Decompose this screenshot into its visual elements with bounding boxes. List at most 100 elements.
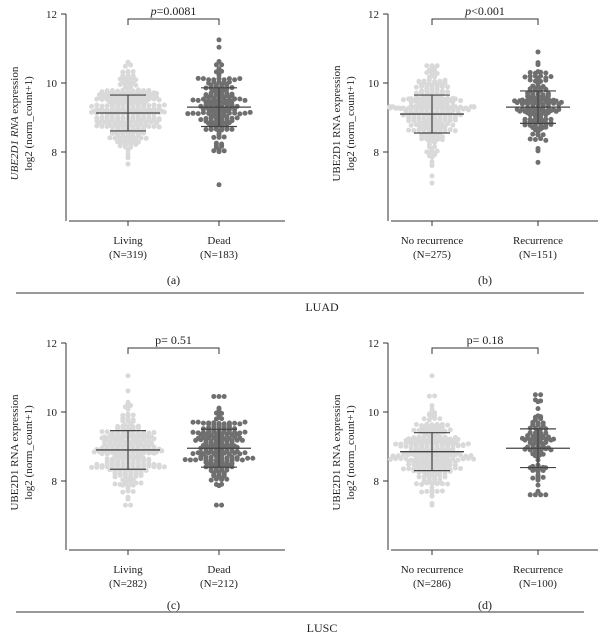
data-point: [532, 397, 538, 403]
data-point: [439, 421, 445, 427]
data-point: [398, 441, 404, 447]
data-point: [130, 88, 136, 94]
data-point: [426, 417, 432, 423]
data-point: [548, 116, 554, 122]
data-point: [445, 95, 451, 101]
data-point: [551, 436, 557, 442]
data-point: [221, 148, 227, 154]
data-point: [465, 441, 471, 447]
x-tick-label: Recurrence: [513, 564, 563, 576]
data-point: [208, 454, 214, 460]
group-label-luad: LUAD: [305, 300, 339, 314]
data-point: [120, 73, 126, 79]
data-point: [216, 79, 222, 85]
data-point: [120, 412, 126, 418]
data-point: [538, 398, 544, 404]
data-point: [187, 457, 193, 463]
data-point: [89, 464, 95, 470]
data-point: [400, 97, 406, 103]
x-tick-count-label: (N=282): [109, 578, 147, 590]
data-point: [556, 106, 562, 112]
data-point: [148, 434, 154, 440]
data-point: [219, 141, 225, 147]
data-point: [143, 135, 149, 141]
data-point: [535, 60, 541, 66]
data-point: [229, 91, 235, 97]
data-point: [543, 75, 549, 81]
data-point: [439, 488, 445, 494]
data-point: [211, 420, 217, 426]
data-point: [216, 405, 222, 411]
data-point: [195, 435, 201, 441]
data-point: [221, 393, 227, 399]
data-point: [99, 463, 105, 469]
data-point: [216, 44, 222, 50]
data-point: [429, 484, 435, 490]
data-point: [242, 450, 248, 456]
data-point: [125, 388, 131, 394]
data-point: [434, 63, 440, 69]
data-point: [437, 416, 443, 422]
panel-label: (a): [167, 273, 180, 287]
data-point: [424, 149, 430, 155]
data-point: [216, 182, 222, 188]
data-point: [514, 106, 520, 112]
data-point: [452, 128, 458, 134]
data-point: [551, 97, 557, 103]
x-tick-count-label: (N=100): [519, 578, 557, 590]
data-point: [429, 403, 435, 409]
data-point: [141, 430, 147, 436]
data-point: [234, 448, 240, 454]
data-point: [107, 135, 113, 141]
data-point: [109, 87, 115, 93]
data-point: [551, 107, 557, 113]
data-point: [232, 426, 238, 432]
y-tick-label: 12: [368, 338, 379, 350]
data-point: [408, 96, 414, 102]
data-point: [540, 420, 546, 426]
data-point: [190, 97, 196, 103]
data-point: [413, 90, 419, 96]
data-point: [416, 474, 422, 480]
y-tick-label: 8: [374, 147, 380, 159]
data-point: [216, 393, 222, 399]
data-point: [226, 420, 232, 426]
y-axis-label-line2: log2 (norm_count+1): [345, 405, 357, 500]
data-point: [530, 131, 536, 137]
data-point: [213, 482, 219, 488]
panel-label: (b): [478, 273, 492, 287]
data-point: [151, 90, 157, 96]
x-tick-label: Living: [113, 235, 143, 247]
data-point: [395, 105, 401, 111]
data-point: [527, 430, 533, 436]
x-tick-count-label: (N=286): [413, 578, 451, 590]
data-point: [450, 103, 456, 109]
data-point: [216, 420, 222, 426]
data-point: [203, 116, 209, 122]
data-point: [530, 463, 536, 469]
x-tick-count-label: (N=212): [200, 578, 238, 590]
y-tick-label: 10: [368, 78, 380, 90]
data-point: [99, 89, 105, 95]
data-point: [411, 435, 417, 441]
y-tick-label: 8: [52, 147, 58, 159]
data-point: [413, 421, 419, 427]
data-point: [527, 70, 533, 76]
data-point: [540, 132, 546, 138]
data-point: [216, 37, 222, 43]
data-point: [447, 427, 453, 433]
data-point: [532, 392, 538, 398]
data-point: [198, 103, 204, 109]
data-point: [416, 434, 422, 440]
data-point: [519, 106, 525, 112]
data-point: [224, 455, 230, 461]
data-point: [445, 481, 451, 487]
data-point: [527, 136, 533, 142]
data-point: [429, 373, 435, 379]
data-point: [527, 73, 533, 79]
data-point: [237, 96, 243, 102]
x-tick-count-label: (N=319): [109, 249, 147, 261]
data-point: [146, 456, 152, 462]
data-point: [161, 464, 167, 470]
y-axis-label: UBE2D1 RNA expression: [331, 394, 343, 511]
